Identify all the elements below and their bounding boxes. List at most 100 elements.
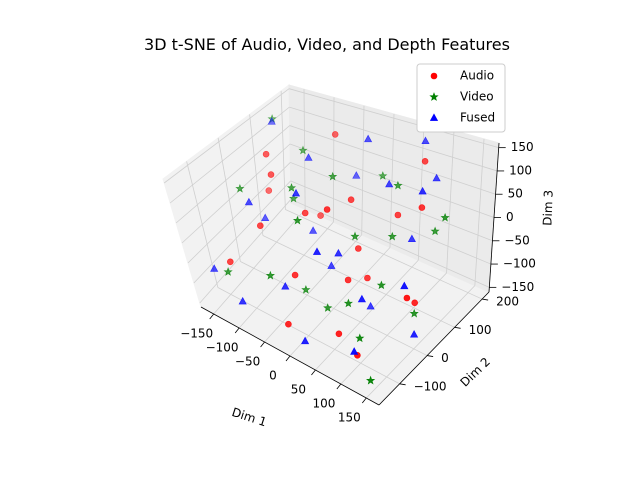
y-tick-label: 200 [496,295,519,309]
z-grid-line-back [290,162,493,242]
audio-point [256,222,264,229]
video-point [289,193,299,203]
x-grid-line-floor [315,259,419,371]
data-points [210,114,450,385]
x-tick-mark [260,341,265,348]
z-grid-line-left [199,199,292,304]
axis-panes [162,84,500,406]
audio-point [285,320,292,328]
y-grid-line-floor [285,209,483,300]
fused-point [308,226,318,234]
z-grid-line-left [193,180,291,284]
fused-point [210,264,219,272]
y-grid-line-floor [217,287,400,385]
y-tick-mark [482,298,489,301]
legend-box [416,63,506,133]
audio-point [265,187,273,194]
legend-label-fused: Fused [460,111,495,125]
z-grid-line-left [187,162,291,264]
video-point [365,375,376,385]
fused-point [244,197,254,206]
tick-marks: −150−100−50050100150−1000100200−150−100−… [180,140,536,424]
audio-point [394,211,402,219]
x-grid-line-floor [289,247,391,357]
fused-point [261,213,270,221]
video-point [440,212,450,222]
z-grid-line-back [289,106,498,172]
y-grid-line-floor [262,235,455,328]
y-tick-label: 100 [469,323,492,337]
x-tick-label: 100 [312,397,335,411]
legend: Audio Video Fused [416,63,506,133]
video-point [301,284,311,294]
z-grid-line-back [290,198,490,288]
audio-point [331,131,339,138]
audio-point [267,171,275,178]
fused-point [357,294,367,303]
x-tick-label: 0 [269,369,277,383]
z-tick-label: 100 [509,163,532,177]
y-tick-label: −100 [414,379,447,393]
legend-label-audio: Audio [460,69,494,83]
fused-point [385,179,394,188]
z-tick-label: −100 [503,257,536,271]
x-tick-mark [209,313,215,320]
fused-point [363,134,373,143]
x-tick-mark [285,355,291,362]
video-point [430,226,440,236]
fused-point [327,261,336,269]
video-point [223,267,233,276]
audio-point [301,209,309,217]
audio-point [364,274,371,282]
z-tick-label: −50 [504,233,529,247]
audio-point [411,299,419,307]
y-tick-mark [427,355,434,357]
audio-point [335,330,343,338]
z-grid-line-back [289,143,495,218]
y-tick-mark [454,326,461,329]
audio-point [403,294,411,302]
video-point [409,308,419,318]
video-point [323,303,333,312]
legend-marker-video [429,92,439,101]
z-axis-label: Dim 3 [540,190,555,226]
x-tick-mark [234,327,240,334]
fused-point [352,171,361,179]
fused-point [291,188,301,197]
x-tick-label: −100 [206,341,239,355]
z-tick-label: 50 [508,187,523,201]
fused-point [409,329,419,338]
video-point [393,180,403,190]
x-grid-line-floor [340,272,447,385]
audio-point [323,206,331,213]
audio-point [421,158,429,165]
z-grid-line-back [288,88,499,149]
video-point [387,231,397,241]
y-tick-label: 0 [441,351,449,365]
z-grid-line-back [289,125,496,195]
video-point [378,171,388,180]
chart-title: 3D t-SNE of Audio, Video, and Depth Feat… [144,35,510,54]
fused-point [334,248,343,257]
fused-point [432,173,441,182]
z-tick-label: 150 [511,140,534,154]
fused-point [407,234,417,242]
video-point [350,231,360,241]
fused-point [418,186,427,195]
x-grid-line-floor [213,209,306,315]
z-grid-line-left [163,88,290,184]
z-grid-line-back [290,180,492,265]
x-tick-label: −150 [180,327,213,341]
x-tick-mark [311,369,316,376]
x-tick-mark [336,383,342,390]
z-grid-line-left [175,125,290,224]
z-grid-line-left [181,143,291,244]
video-point [343,298,354,308]
audio-point [262,150,270,158]
video-point [265,270,276,280]
fused-point [238,296,247,305]
x-grid-line-floor [365,285,476,399]
x-tick-label: −50 [235,355,260,369]
video-point [355,333,365,343]
